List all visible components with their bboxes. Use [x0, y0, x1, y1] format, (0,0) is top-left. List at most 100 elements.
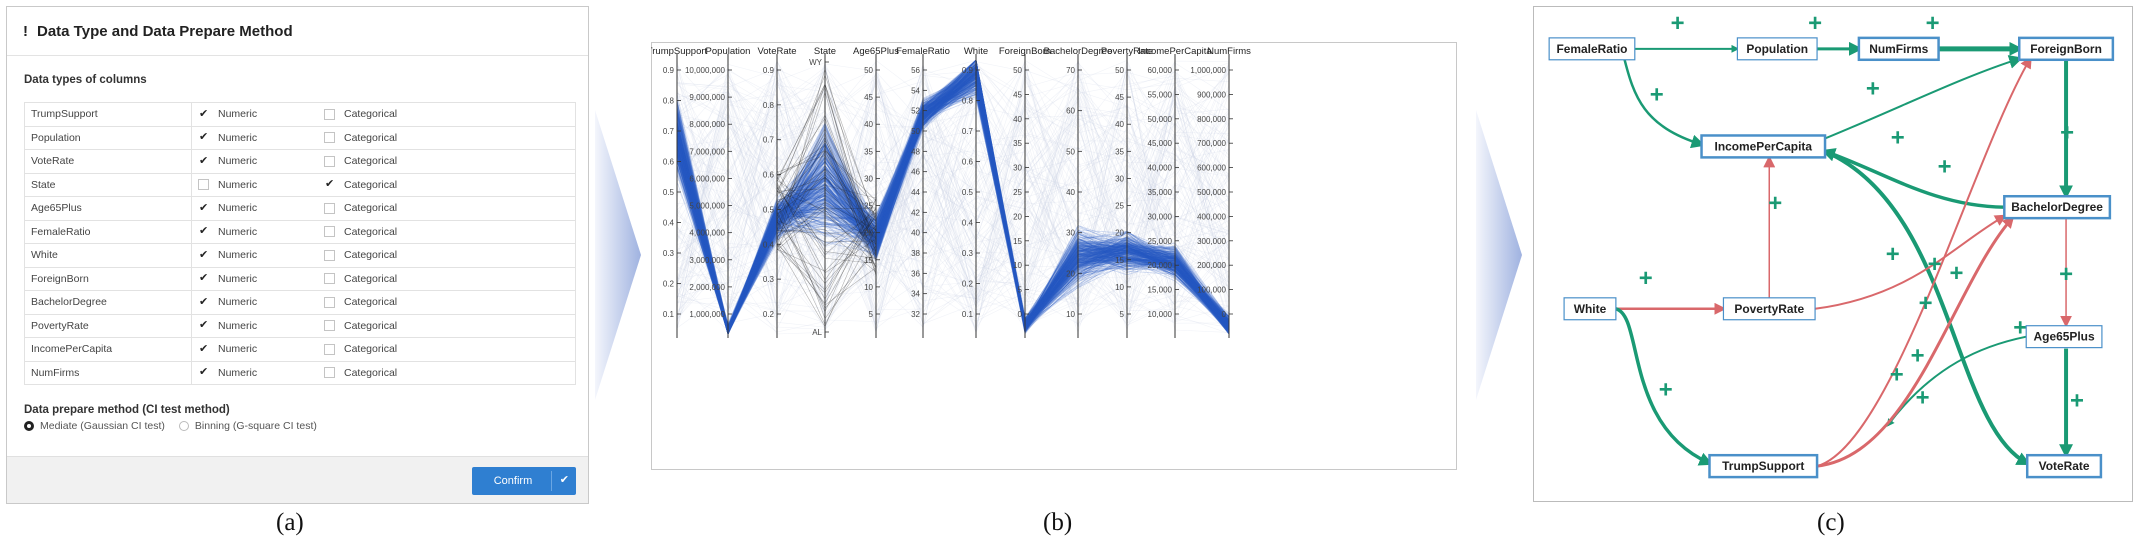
- positive-edge[interactable]: [1821, 148, 2005, 209]
- polyline: [676, 77, 1230, 334]
- tick-label: 2,000,000: [689, 283, 725, 292]
- categorical-option[interactable]: Categorical: [318, 243, 576, 268]
- categorical-checkbox[interactable]: [324, 273, 335, 285]
- numeric-option[interactable]: Numeric: [191, 125, 318, 150]
- categorical-checkbox[interactable]: [324, 155, 335, 167]
- categorical-option[interactable]: Categorical: [318, 290, 576, 315]
- axis-femaleratio[interactable]: FemaleRatio 56 54 52 50 48 46 44 42 40 38 36 34 32: [896, 46, 950, 338]
- categorical-option[interactable]: Categorical: [318, 172, 576, 197]
- numeric-option[interactable]: Numeric: [191, 313, 318, 338]
- node-femaleratio[interactable]: FemaleRatio: [1548, 37, 1636, 61]
- negative-edge[interactable]: [1814, 214, 2007, 310]
- categorical-option[interactable]: Categorical: [318, 360, 576, 385]
- axis-population[interactable]: Population 10,000,000 9,000,000 8,000,000 7,…: [685, 46, 751, 338]
- polyline: [676, 71, 1230, 336]
- numeric-checkbox[interactable]: [198, 179, 209, 191]
- categorical-option[interactable]: Categorical: [318, 266, 576, 291]
- numeric-option[interactable]: Numeric: [191, 266, 318, 291]
- node-population[interactable]: Population: [1736, 37, 1818, 61]
- numeric-checkbox[interactable]: [198, 342, 209, 355]
- numeric-option[interactable]: Numeric: [191, 290, 318, 315]
- polyline: [676, 75, 1230, 323]
- categorical-checkbox[interactable]: [324, 132, 335, 144]
- categorical-checkbox[interactable]: [324, 367, 335, 379]
- numeric-checkbox[interactable]: [198, 365, 209, 379]
- numeric-option[interactable]: Numeric: [191, 196, 318, 221]
- polyline: [676, 71, 1230, 332]
- axis-white[interactable]: White 0.9 0.8 0.7 0.6 0.5 0.4 0.3 0.2 0.1: [962, 46, 988, 338]
- numeric-option[interactable]: Numeric: [191, 149, 318, 174]
- categorical-checkbox[interactable]: [324, 320, 335, 332]
- polyline: [676, 80, 1230, 332]
- negative-edge[interactable]: [1816, 215, 2015, 468]
- positive-edge[interactable]: [1824, 55, 2024, 140]
- numeric-option[interactable]: Numeric: [191, 360, 318, 385]
- positive-edge[interactable]: [1615, 307, 1714, 466]
- axis-age65plus[interactable]: Age65Plus 50 45 40 35 30 25 20 15 10 5: [853, 46, 899, 338]
- mediate-radio[interactable]: [24, 421, 34, 431]
- node-label: Population: [1746, 42, 1808, 56]
- node-age65plus[interactable]: Age65Plus: [2025, 325, 2103, 349]
- node-povertyrate[interactable]: PovertyRate: [1722, 297, 1816, 321]
- node-white[interactable]: White: [1563, 297, 1617, 321]
- numeric-checkbox[interactable]: [198, 224, 209, 238]
- positive-edge[interactable]: [1622, 56, 1706, 149]
- numeric-option[interactable]: Numeric: [191, 219, 318, 244]
- numeric-option[interactable]: Numeric: [191, 243, 318, 268]
- confirm-button[interactable]: Confirm ✔: [472, 467, 576, 495]
- categorical-option[interactable]: Categorical: [318, 102, 576, 127]
- numeric-checkbox[interactable]: [198, 201, 209, 214]
- categorical-option[interactable]: Categorical: [318, 196, 576, 221]
- numeric-checkbox[interactable]: [198, 295, 209, 308]
- polyline: [676, 73, 1230, 333]
- categorical-checkbox[interactable]: [324, 249, 335, 261]
- axis-numfirms[interactable]: NumFirms 1,000,000 900,000 800,000 700,000 60…: [1190, 46, 1251, 338]
- binning-radio[interactable]: [178, 421, 189, 431]
- axis-bachelordegree[interactable]: BachelorDegree 70 60 50 40 30 20 10: [1044, 46, 1113, 338]
- node-incomepercapita[interactable]: IncomePerCapita: [1700, 134, 1827, 159]
- categorical-checkbox[interactable]: [324, 202, 335, 214]
- positive-edge[interactable]: [1824, 149, 2031, 465]
- numeric-option[interactable]: Numeric: [191, 102, 318, 127]
- node-bachelordegree[interactable]: BachelorDegree: [2003, 194, 2112, 220]
- numeric-checkbox[interactable]: [198, 271, 209, 285]
- categorical-option[interactable]: Categorical: [318, 149, 576, 174]
- numeric-checkbox[interactable]: [198, 318, 209, 332]
- categorical-checkbox[interactable]: [324, 343, 335, 355]
- numeric-checkbox[interactable]: [198, 107, 209, 120]
- categorical-option[interactable]: Categorical: [318, 125, 576, 150]
- node-trumpsupport[interactable]: TrumpSupport: [1708, 453, 1819, 479]
- categorical-option[interactable]: Categorical: [318, 219, 576, 244]
- numeric-checkbox[interactable]: [198, 248, 209, 261]
- numeric-checkbox[interactable]: [198, 130, 209, 144]
- axis-voterate[interactable]: VoteRate 0.9 0.8 0.7 0.6 0.5 0.4 0.3 0.2: [757, 46, 797, 338]
- polyline: [676, 73, 1230, 332]
- positive-edge[interactable]: [1886, 335, 2027, 427]
- axis-povertyrate[interactable]: PovertyRate 50 45 40 35 30 25 20 15 10 5: [1101, 46, 1153, 338]
- binning-option-label[interactable]: Binning (G-square CI test): [194, 420, 317, 432]
- numeric-option[interactable]: Numeric: [191, 172, 318, 197]
- polyline: [676, 59, 1230, 334]
- axis-trumpsupport[interactable]: TrumpSupport 0.9 0.8 0.7 0.6 0.5 0.4 0.3 0.2 0.1: [651, 46, 708, 338]
- axis-incomepercapita[interactable]: IncomePerCapita 60,000 55,000 50,000 45,000 4…: [1138, 46, 1212, 338]
- categorical-label: Categorical: [344, 225, 398, 238]
- categorical-checkbox[interactable]: [324, 177, 335, 191]
- categorical-checkbox[interactable]: [324, 108, 335, 120]
- polyline: [676, 88, 1230, 336]
- node-voterate[interactable]: VoteRate: [2025, 453, 2103, 479]
- numeric-checkbox[interactable]: [198, 154, 209, 167]
- categorical-option[interactable]: Categorical: [318, 337, 576, 362]
- node-numfirms[interactable]: NumFirms: [1857, 36, 1940, 62]
- categorical-checkbox[interactable]: [324, 296, 335, 308]
- caption-b: (b): [1043, 509, 1073, 536]
- polyline: [676, 68, 1230, 336]
- numeric-option[interactable]: Numeric: [191, 337, 318, 362]
- mediate-option-label[interactable]: Mediate (Gaussian CI test): [40, 420, 165, 432]
- categorical-checkbox[interactable]: [324, 226, 335, 238]
- node-foreignborn[interactable]: ForeignBorn: [2018, 36, 2115, 62]
- categorical-option[interactable]: Categorical: [318, 313, 576, 338]
- polyline: [676, 73, 1230, 330]
- negative-edge[interactable]: [1816, 56, 2032, 468]
